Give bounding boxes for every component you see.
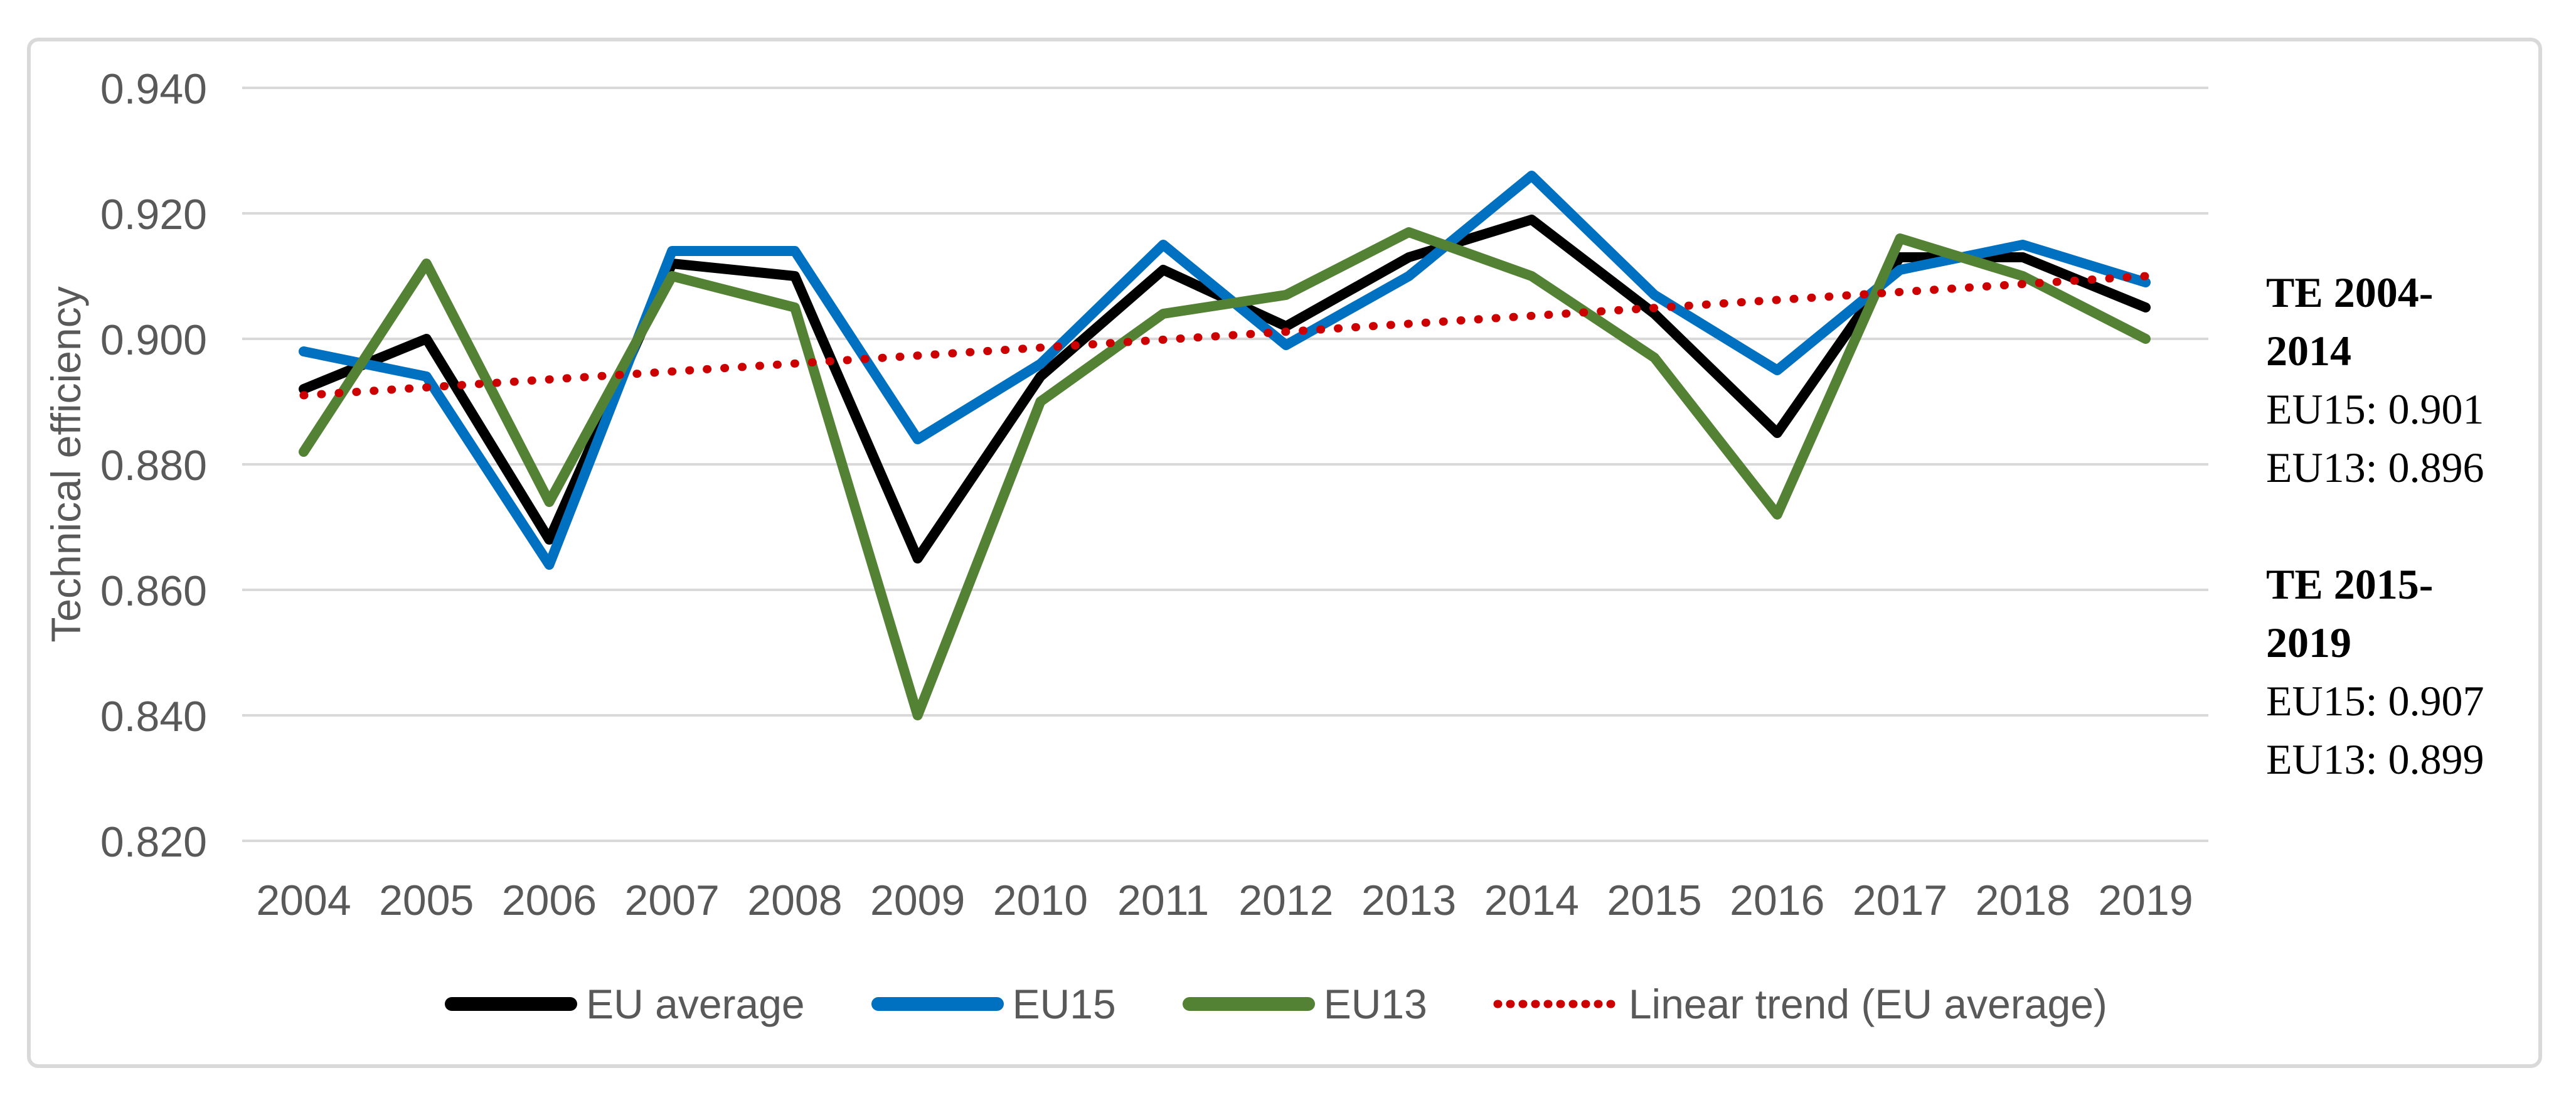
legend-label-linear-trend: Linear trend (EU average) xyxy=(1628,981,2107,1027)
legend-label-eu-average: EU average xyxy=(586,981,805,1027)
x-tick-label: 2012 xyxy=(1238,877,1333,924)
x-tick-label: 2017 xyxy=(1853,877,1947,924)
annotation-te-2015-2019: TE 2015- 2019 EU15: 0.907 EU13: 0.899 xyxy=(2266,555,2542,789)
x-tick-label: 2016 xyxy=(1730,877,1824,924)
x-tick-label: 2008 xyxy=(747,877,842,924)
x-tick-label: 2013 xyxy=(1361,877,1456,924)
legend: EU average EU15 EU13 Linear trend (EU av… xyxy=(242,971,2208,1037)
legend-item-linear-trend: Linear trend (EU average) xyxy=(1493,980,2107,1028)
legend-line-sample-eu-average xyxy=(445,997,578,1011)
y-tick-label: 0.860 xyxy=(100,567,207,615)
legend-line-sample-eu15 xyxy=(871,997,1004,1011)
y-tick-label: 0.840 xyxy=(100,693,207,740)
x-tick-label: 2011 xyxy=(1117,877,1209,924)
y-tick-label: 0.920 xyxy=(100,191,207,238)
annotation-te-2004-2014: TE 2004- 2014 EU15: 0.901 EU13: 0.896 xyxy=(2266,264,2542,497)
x-tick-label: 2006 xyxy=(502,877,597,924)
x-tick-label: 2010 xyxy=(993,877,1088,924)
annotation-heading: TE 2004- xyxy=(2266,269,2434,316)
legend-item-eu-average: EU average xyxy=(444,980,805,1028)
annotation-value-eu15: EU15: 0.901 xyxy=(2266,385,2484,433)
annotation-value-eu15: EU15: 0.907 xyxy=(2266,677,2484,725)
x-tick-label: 2005 xyxy=(379,877,474,924)
legend-line-sample-eu13 xyxy=(1182,997,1315,1011)
y-tick-label: 0.900 xyxy=(100,316,207,364)
annotation-heading: 2014 xyxy=(2266,327,2351,375)
series-line-eu15 xyxy=(299,171,2151,570)
x-tick-label: 2019 xyxy=(2098,877,2193,924)
y-tick-label: 0.820 xyxy=(100,818,207,866)
series-line-eu-average xyxy=(299,215,2151,563)
y-tick-label: 0.940 xyxy=(100,65,207,113)
figure-frame xyxy=(27,38,2542,1068)
x-tick-label: 2015 xyxy=(1607,877,1701,924)
annotation-value-eu13: EU13: 0.899 xyxy=(2266,735,2484,783)
y-tick-label: 0.880 xyxy=(100,442,207,489)
legend-item-eu13: EU13 xyxy=(1181,980,1427,1028)
x-tick-label: 2007 xyxy=(625,877,720,924)
x-tick-label: 2009 xyxy=(870,877,965,924)
x-tick-label: 2014 xyxy=(1484,877,1579,924)
legend-label-eu15: EU15 xyxy=(1012,981,1116,1027)
legend-dotted-sample-linear-trend xyxy=(1493,1000,1621,1008)
y-axis-title: Technical efficiency xyxy=(43,286,89,643)
annotation-heading: 2019 xyxy=(2266,619,2351,666)
x-tick-label: 2018 xyxy=(1976,877,2070,924)
annotation-heading: TE 2015- xyxy=(2266,560,2434,608)
annotation-value-eu13: EU13: 0.896 xyxy=(2266,444,2484,491)
series-line-eu13 xyxy=(299,227,2151,720)
legend-item-eu15: EU15 xyxy=(870,980,1116,1028)
x-tick-label: 2004 xyxy=(256,877,351,924)
legend-label-eu13: EU13 xyxy=(1323,981,1427,1027)
